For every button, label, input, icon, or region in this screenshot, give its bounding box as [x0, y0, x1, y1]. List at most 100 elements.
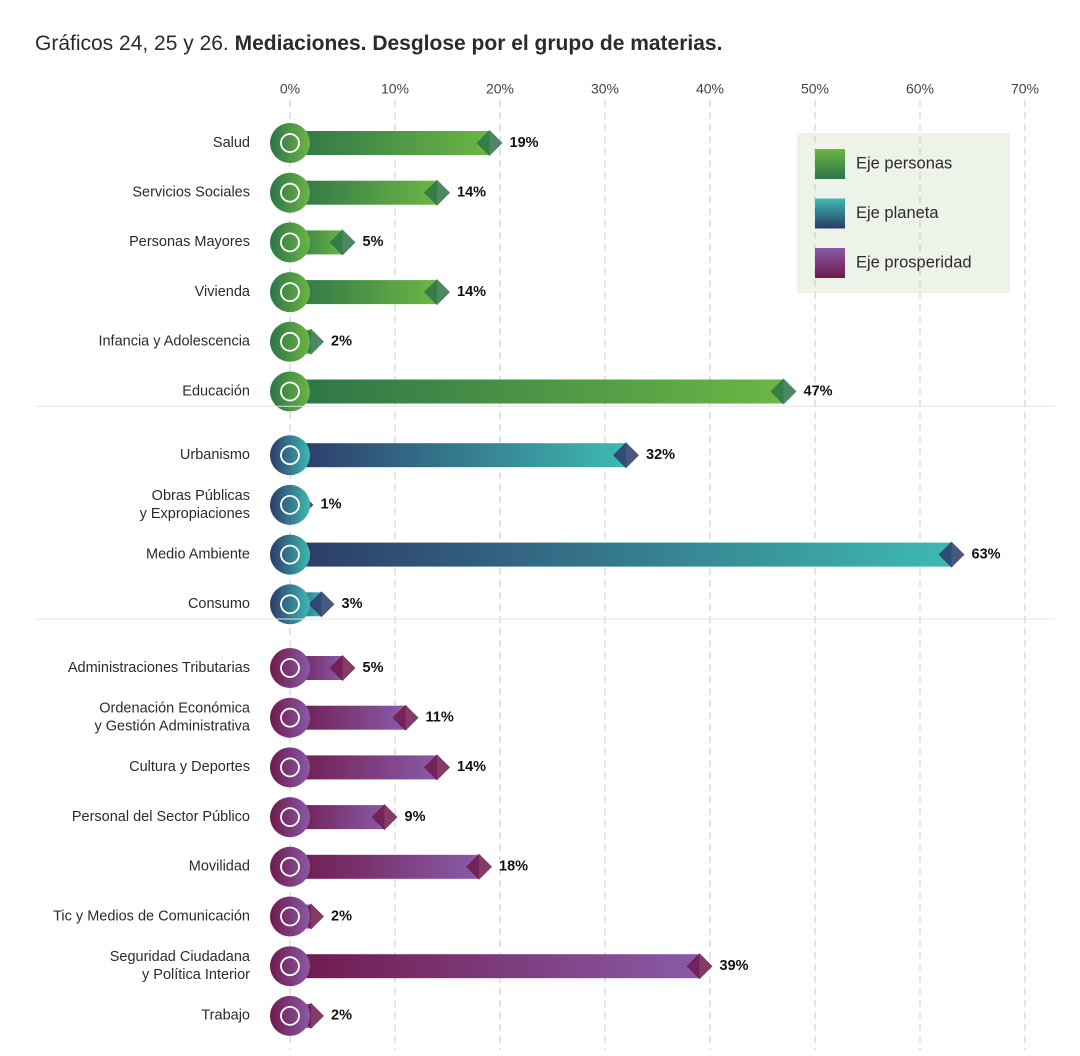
- category-icon: [270, 584, 310, 625]
- legend-swatch: [815, 248, 845, 278]
- bar: [290, 280, 437, 305]
- bar-tip: [686, 953, 713, 980]
- value-label: 2%: [331, 908, 352, 924]
- category-icon: [270, 123, 310, 163]
- icon-glyph: [280, 232, 300, 253]
- value-label: 14%: [457, 185, 486, 201]
- bar-tip: [424, 179, 450, 206]
- category-icon: [270, 435, 310, 476]
- icon-glyph: [280, 494, 300, 515]
- legend-swatch: [815, 198, 845, 229]
- value-label: 3%: [342, 596, 363, 612]
- legend-label: Eje personas: [856, 154, 952, 172]
- category-label: Trabajo: [201, 1008, 250, 1024]
- category-label: Educación: [182, 383, 250, 399]
- category-label: Urbanismo: [180, 447, 250, 463]
- icon-glyph: [280, 544, 300, 565]
- icon-glyph: [280, 331, 300, 352]
- chart-title: Gráficos 24, 25 y 26. Mediaciones. Desgl…: [35, 32, 722, 55]
- category-icon: [270, 172, 310, 213]
- category-label: Administraciones Tributarias: [68, 660, 250, 676]
- bar: [290, 131, 490, 155]
- category-icon: [270, 648, 310, 688]
- bar: [290, 180, 437, 205]
- bar: [290, 443, 626, 468]
- bar: [290, 542, 952, 567]
- x-tick-label: 10%: [381, 81, 409, 97]
- category-label: Servicios Sociales: [132, 185, 250, 201]
- category-icon: [270, 697, 310, 738]
- category-icon: [270, 747, 310, 788]
- legend-swatch: [815, 149, 845, 179]
- value-label: 2%: [331, 1008, 352, 1024]
- category-label: Cultura y Deportes: [129, 759, 250, 775]
- category-icon: [270, 272, 310, 313]
- value-label: 19%: [510, 135, 539, 151]
- category-label: Movilidad: [189, 859, 250, 875]
- bar-tip: [476, 130, 503, 156]
- value-label: 32%: [646, 447, 675, 463]
- category-icon: [270, 222, 310, 263]
- x-tick-label: 0%: [280, 81, 300, 97]
- bar-tip: [613, 442, 639, 469]
- icon-glyph: [280, 445, 300, 466]
- bar: [290, 954, 700, 979]
- bar-tip: [329, 229, 356, 256]
- value-label: 2%: [331, 334, 352, 350]
- category-icon: [270, 896, 310, 937]
- category-label: Personas Mayores: [129, 234, 250, 250]
- bar-tip: [392, 704, 419, 731]
- x-tick-label: 30%: [591, 81, 619, 97]
- category-icon: [270, 484, 310, 525]
- icon-glyph: [280, 757, 300, 778]
- icon-glyph: [280, 807, 300, 827]
- icon-glyph: [280, 1006, 300, 1026]
- icon-glyph: [280, 182, 300, 203]
- category-label: Consumo: [188, 596, 250, 612]
- value-label: 1%: [321, 497, 342, 513]
- bar: [290, 379, 784, 404]
- category-icon: [270, 321, 310, 362]
- value-label: 18%: [499, 859, 528, 875]
- category-label: Obras Públicas y Expropiaciones: [140, 488, 250, 522]
- title-text: Mediaciones. Desglose por el grupo de ma…: [235, 32, 723, 55]
- value-label: 63%: [972, 546, 1001, 562]
- icon-glyph: [280, 956, 300, 977]
- category-label: Personal del Sector Público: [72, 809, 250, 825]
- bar-tip: [938, 541, 965, 568]
- icon-glyph: [280, 282, 300, 303]
- icon-glyph: [280, 133, 300, 153]
- category-label: Salud: [213, 135, 250, 151]
- icon-glyph: [280, 856, 300, 877]
- value-label: 14%: [457, 759, 486, 775]
- bar-tip: [770, 378, 797, 405]
- category-label: Ordenación Económica y Gestión Administra…: [94, 701, 250, 735]
- icon-glyph: [280, 707, 300, 728]
- category-icon: [270, 946, 310, 987]
- category-icon: [270, 797, 310, 838]
- value-label: 14%: [457, 284, 486, 300]
- category-label: Medio Ambiente: [146, 546, 250, 562]
- x-tick-label: 50%: [801, 81, 829, 97]
- icon-glyph: [280, 594, 300, 615]
- legend-label: Eje planeta: [856, 204, 939, 222]
- bar-tip: [424, 754, 450, 781]
- legend-label: Eje prosperidad: [856, 253, 972, 271]
- bar-tip: [329, 655, 356, 681]
- category-label: Tic y Medios de Comunicación: [53, 908, 250, 924]
- value-label: 9%: [405, 809, 426, 825]
- x-tick-label: 40%: [696, 81, 724, 97]
- bar: [290, 755, 437, 780]
- value-label: 47%: [804, 383, 833, 399]
- bar-tip: [371, 804, 398, 831]
- value-label: 39%: [720, 958, 749, 974]
- bar: [290, 854, 479, 879]
- x-tick-label: 60%: [906, 81, 934, 97]
- category-icon: [270, 534, 310, 575]
- icon-glyph: [280, 906, 300, 927]
- category-label: Seguridad Ciudadana y Política Interior: [110, 949, 251, 983]
- icon-glyph: [280, 658, 300, 678]
- value-label: 5%: [363, 660, 384, 676]
- value-label: 11%: [426, 710, 454, 726]
